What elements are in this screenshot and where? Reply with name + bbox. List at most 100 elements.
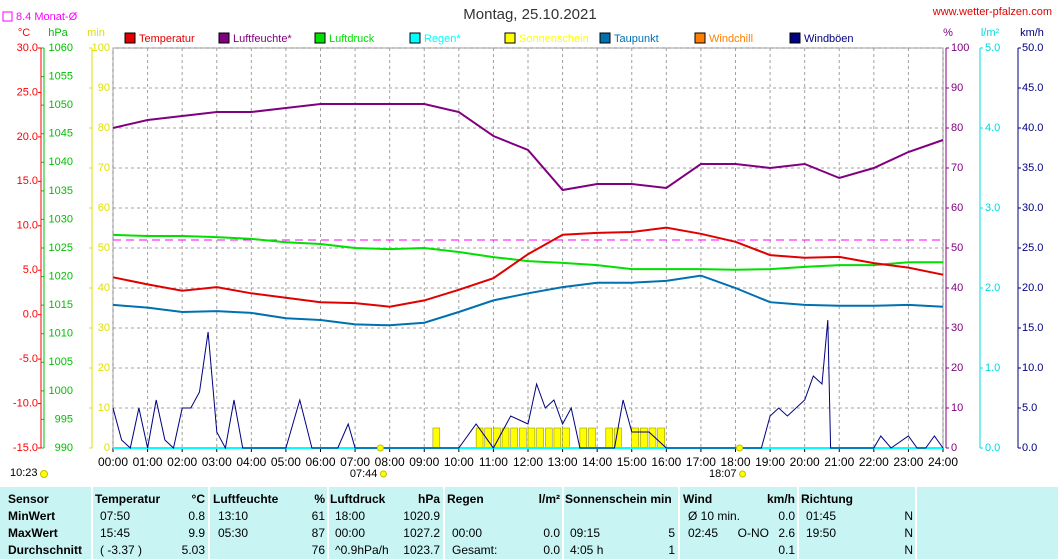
x-tick-label: 22:00 <box>859 455 889 469</box>
y-tick-label: 40.0 <box>1022 122 1043 134</box>
table-cell: 5.03 <box>181 543 205 557</box>
y-tick-label: 40 <box>98 282 110 294</box>
y-tick-label: 70 <box>98 162 110 174</box>
axis-title: °C <box>18 27 30 39</box>
sunshine-bar <box>553 427 562 449</box>
x-tick-label: 13:00 <box>548 455 578 469</box>
y-tick-label: 60 <box>951 202 963 214</box>
x-tick-label: 14:00 <box>582 455 612 469</box>
y-tick-label: 15.0 <box>1022 322 1043 334</box>
y-tick-label: 10 <box>98 402 110 414</box>
x-tick-label: 10:00 <box>444 455 474 469</box>
table-cell: 1020.9 <box>403 509 440 523</box>
x-tick-label: 00:00 <box>98 455 128 469</box>
y-tick-label: 1.0 <box>985 362 1000 374</box>
y-tick-label: 20.0 <box>17 131 38 143</box>
y-tick-label: 1010 <box>49 328 73 340</box>
table-cell: N <box>904 509 913 523</box>
chart-title: Montag, 25.10.2021 <box>463 6 596 23</box>
y-tick-label: 0 <box>951 442 957 454</box>
y-tick-label: 1020 <box>49 270 73 282</box>
y-tick-label: 0.0 <box>985 442 1000 454</box>
legend-label: Taupunkt <box>614 33 659 45</box>
table-cell: 00:00 <box>452 526 483 540</box>
table-cell: Regen <box>447 492 484 506</box>
axis-title: % <box>943 27 953 39</box>
y-tick-label: -10.0 <box>13 397 38 409</box>
y-tick-label: 995 <box>55 413 73 425</box>
y-tick-label: 1035 <box>49 185 73 197</box>
y-tick-label: -15.0 <box>13 442 38 454</box>
monthly-mean-label: 8.4 Monat-Ø <box>16 11 78 23</box>
col-sep <box>678 487 680 559</box>
x-tick-label: 24:00 <box>928 455 958 469</box>
sunshine-bar <box>519 427 527 449</box>
table-cell: km/h <box>766 492 795 506</box>
table-cell: MinWert <box>8 509 56 523</box>
legend-label: Temperatur <box>139 33 195 45</box>
table-cell: Richtung <box>801 492 853 506</box>
col-sep <box>797 487 799 559</box>
sun-marker <box>376 444 384 452</box>
sunshine-bar <box>605 427 613 449</box>
col-sep <box>208 487 210 559</box>
y-tick-label: 4.0 <box>985 122 1000 134</box>
table-cell: 0.0 <box>778 509 795 523</box>
y-tick-label: 1040 <box>49 156 73 168</box>
series-line <box>112 226 944 308</box>
sun-icon <box>739 470 747 478</box>
x-tick-label: 09:00 <box>409 455 439 469</box>
x-tick-label: 19:00 <box>755 455 785 469</box>
table-cell: 9.9 <box>188 526 205 540</box>
col-sep <box>327 487 329 559</box>
table-cell: 19:50 <box>806 526 837 540</box>
sunshine-bar <box>588 427 596 449</box>
y-tick-label: 10.0 <box>17 220 38 232</box>
table-cell: 87 <box>311 526 325 540</box>
table-cell: 1023.7 <box>403 543 440 557</box>
y-tick-label: 5.0 <box>1022 402 1037 414</box>
table-cell: 00:00 <box>335 526 366 540</box>
x-tick-label: 23:00 <box>893 455 923 469</box>
y-tick-label: 80 <box>98 122 110 134</box>
table-cell: 02:45 <box>688 526 719 540</box>
y-tick-label: 2.0 <box>985 282 1000 294</box>
table-cell: 01:45 <box>806 509 837 523</box>
legend-swatch <box>409 32 421 44</box>
y-tick-label: 50 <box>98 242 110 254</box>
legend-swatch <box>599 32 611 44</box>
y-tick-label: 1050 <box>49 99 73 111</box>
y-tick-label: 100 <box>951 42 969 54</box>
y-tick-label: 20.0 <box>1022 282 1043 294</box>
y-tick-label: 10.0 <box>1022 362 1043 374</box>
y-tick-label: 30 <box>98 322 110 334</box>
y-tick-label: 1030 <box>49 213 73 225</box>
x-tick-label: 17:00 <box>686 455 716 469</box>
y-tick-label: 1005 <box>49 356 73 368</box>
table-cell: Ø 10 min. <box>688 509 741 523</box>
table-cell: ( -3.37 ) <box>100 543 143 557</box>
y-tick-label: 5.0 <box>985 42 1000 54</box>
table-cell: 07:50 <box>100 509 131 523</box>
series-line <box>112 319 944 450</box>
sunshine-bar <box>527 427 536 449</box>
y-tick-label: 90 <box>98 82 110 94</box>
table-cell: N <box>904 526 913 540</box>
table-cell: 0.8 <box>188 509 205 523</box>
x-tick-label: 21:00 <box>824 455 854 469</box>
y-tick-label: 1015 <box>49 299 73 311</box>
x-tick-label: 02:00 <box>167 455 197 469</box>
table-cell: 18:00 <box>335 509 366 523</box>
sunshine-bar <box>579 427 588 449</box>
x-tick-label: 11:00 <box>479 455 508 469</box>
table-cell: Luftfeuchte <box>213 492 279 506</box>
y-tick-label: 45.0 <box>1022 82 1043 94</box>
x-tick-label: 20:00 <box>790 455 820 469</box>
table-cell: 13:10 <box>218 509 249 523</box>
y-tick-label: 990 <box>55 442 73 454</box>
y-tick-label: 1055 <box>49 70 73 82</box>
legend-swatch <box>218 32 230 44</box>
sunshine-bar <box>640 427 648 449</box>
table-cell: 5 <box>668 526 675 540</box>
y-tick-label: 20 <box>98 362 110 374</box>
